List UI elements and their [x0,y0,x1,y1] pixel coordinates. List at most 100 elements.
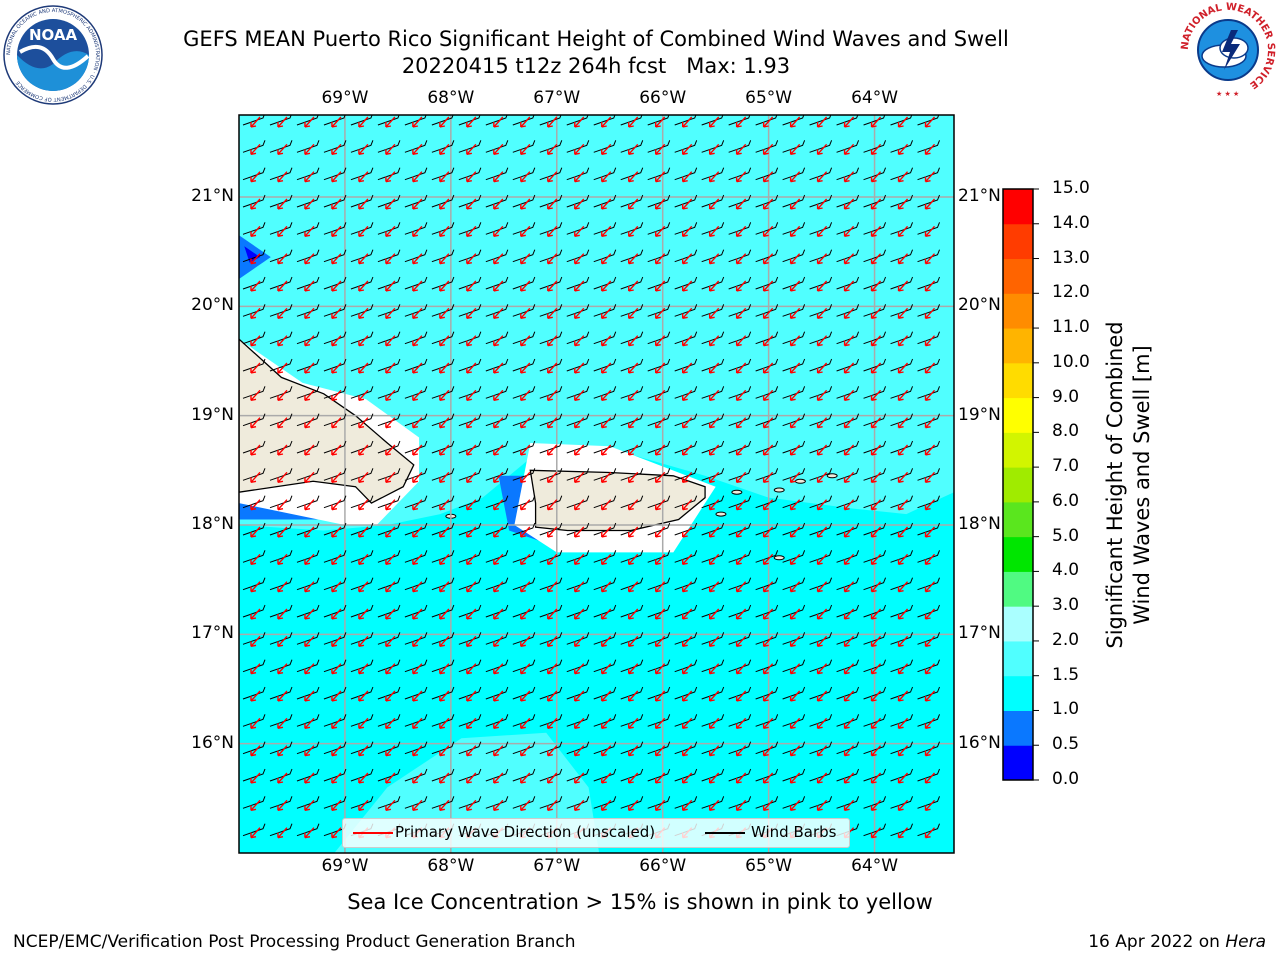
wind-barb [512,167,536,181]
wave-direction-arrow [250,171,261,183]
wind-barb [350,222,374,235]
wave-direction-arrow [708,143,720,156]
wind-barb [242,386,266,399]
wind-barb [404,522,428,536]
wave-direction-arrow [708,690,720,702]
wave-direction-arrow [466,799,477,812]
footer-date-text: 16 Apr 2022 on [1088,932,1226,952]
wind-barb [269,440,293,454]
wind-barb [755,550,779,563]
footer-date: 16 Apr 2022 on Hera [1088,932,1266,952]
wave-direction-arrow [870,608,882,620]
wave-direction-arrow [924,444,936,456]
wave-direction-arrow [439,389,450,402]
wind-barb [620,686,644,700]
wave-direction-arrow [816,526,828,538]
colorbar-tick-label: 7.0 [1052,456,1080,477]
wave-direction-arrow [331,471,342,484]
wave-direction-arrow [358,143,369,156]
wave-direction-arrow [547,499,558,511]
wave-direction-arrow [331,608,342,620]
wave-direction-arrow [439,198,450,210]
wind-barb [863,686,887,700]
wind-barb [809,194,833,208]
wind-barb [566,604,590,618]
wind-barb [701,550,725,563]
wind-barb [809,495,833,509]
colorbar-swatch [1003,640,1033,677]
wind-barb [620,222,644,235]
wind-barb [863,331,887,345]
map-frame [238,114,955,854]
wave-direction-arrow [250,663,261,675]
wave-direction-arrow [385,717,396,730]
wind-barb [296,768,320,782]
wave-direction-arrow [331,553,342,566]
wind-barb [296,440,320,454]
wind-barb [836,331,860,345]
wind-barb [674,714,698,727]
wave-direction-arrow [816,663,828,675]
wind-barb [404,331,428,345]
wave-direction-arrow [789,799,801,812]
wave-direction-arrow [466,772,477,784]
wave-direction-arrow [655,772,666,784]
wind-barb [755,194,779,208]
wave-direction-arrow [816,389,828,402]
wave-direction-arrow [493,471,504,484]
wind-barb [836,659,860,673]
wave-direction-arrow [628,690,639,702]
wind-barb [593,659,617,673]
wave-direction-arrow [439,253,450,265]
wave-direction-arrow [897,772,909,784]
wave-direction-arrow [843,690,855,702]
wave-direction-arrow [331,198,342,210]
wind-barb [323,495,347,509]
wind-barb [890,194,914,208]
wind-barb [539,140,563,153]
wind-barb [485,222,509,235]
island [773,555,785,561]
wave-direction-arrow [924,526,936,538]
wave-direction-arrow [816,143,828,156]
wave-direction-arrow [277,772,288,784]
wave-direction-arrow [493,690,504,702]
wave-direction-arrow [358,690,369,702]
wave-direction-arrow [601,143,612,156]
wind-barb [620,604,644,618]
wave-direction-arrow [358,526,369,538]
wave-direction-arrow [708,799,720,812]
wave-direction-arrow [897,690,909,702]
wind-barb [593,222,617,235]
colorbar-tick-label: 8.0 [1052,421,1080,442]
wind-barb [458,604,482,618]
wind-barb [296,358,320,372]
wave-direction-arrow [735,116,747,128]
wind-barb [755,468,779,481]
wave-direction-arrow [250,307,261,320]
wind-barb [755,632,779,645]
wave-direction-arrow [762,745,774,757]
wave-direction-arrow [655,116,666,128]
wave-direction-arrows [250,116,936,839]
footer-host: Hera [1225,932,1266,952]
colorbar-title-line2: Wind Waves and Swell [m] [1130,345,1154,625]
wind-barb [863,468,887,481]
lat-label-right: 19°N [958,404,1001,425]
wave-direction-arrow [547,225,558,238]
wind-barb [647,686,671,700]
wind-barb [566,714,590,727]
wave-direction-legend-label: Primary Wave Direction (unscaled) [395,823,656,841]
wave-direction-arrow [250,553,261,566]
wind-barb [863,413,887,427]
lat-label-left: 17°N [191,623,234,644]
wave-direction-arrow [601,171,612,183]
wave-direction-arrow [250,417,261,429]
wind-barb [485,468,509,481]
lat-label-left: 16°N [191,732,234,753]
wind-barb [539,249,563,263]
wind-barb [242,823,266,837]
wind-barb [890,495,914,509]
wave-direction-arrow [681,307,693,320]
wave-direction-arrow [681,745,693,757]
